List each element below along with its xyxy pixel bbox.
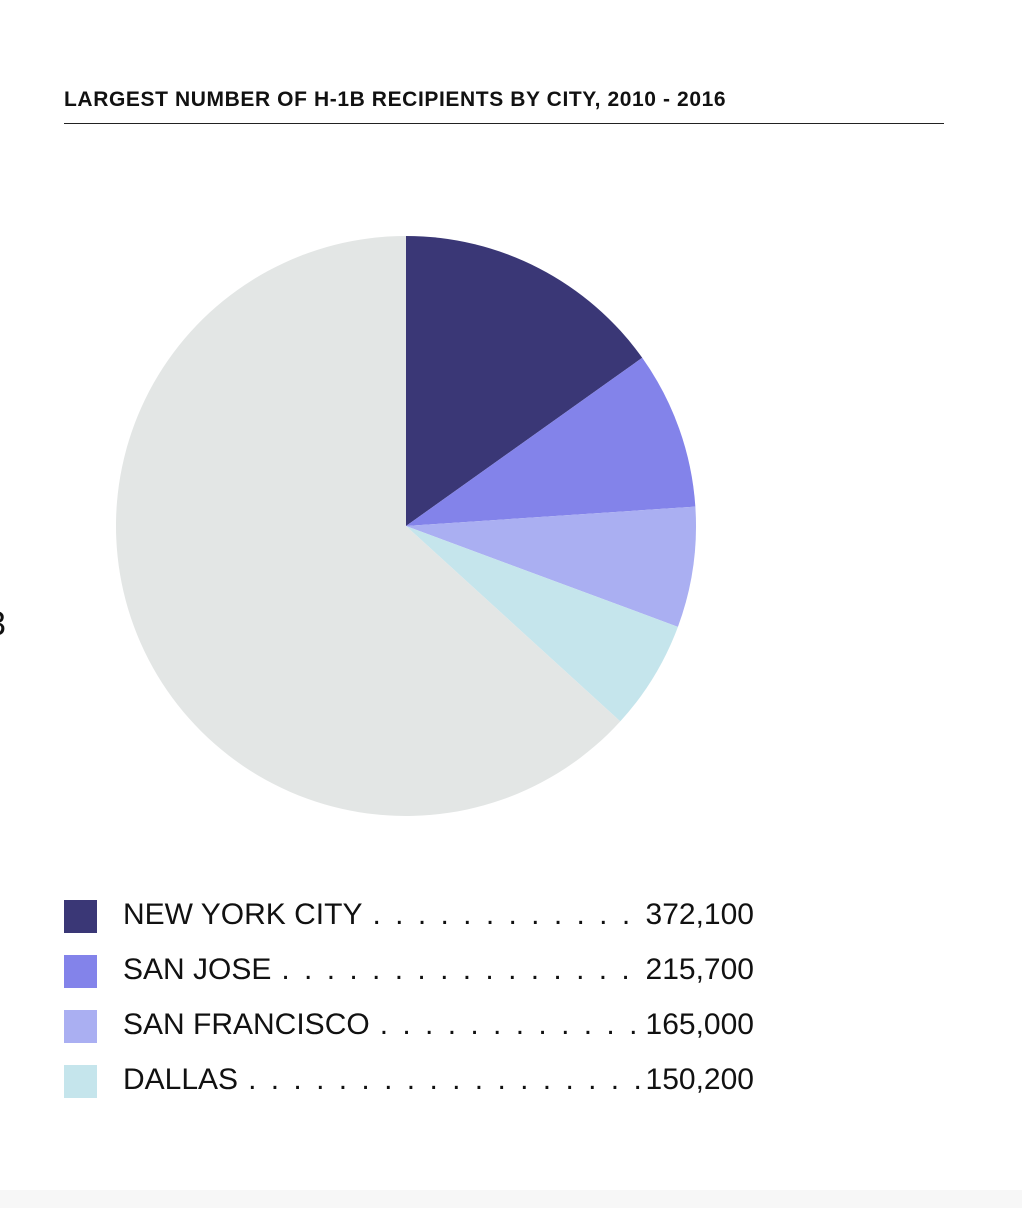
legend-entry: SAN FRANCISCO 165,000	[123, 1007, 754, 1043]
legend: NEW YORK CITY 372,100 SAN JOSE 215,700 S…	[64, 889, 754, 1109]
legend-item-dallas: DALLAS 150,200	[64, 1054, 754, 1109]
legend-value: 372,100	[645, 898, 754, 931]
legend-swatch	[64, 955, 97, 988]
legend-value: 150,200	[645, 1063, 754, 1096]
dot-leader	[380, 1007, 642, 1043]
chart-title: LARGEST NUMBER OF H-1B RECIPIENTS BY CIT…	[64, 88, 727, 111]
legend-swatch	[64, 1065, 97, 1098]
legend-label: DALLAS	[123, 1063, 239, 1096]
bottom-band	[0, 1190, 1022, 1208]
pie-slice-remainder	[115, 235, 621, 816]
legend-entry: DALLAS 150,200	[123, 1062, 754, 1098]
pie-slice-new-york-city	[406, 236, 643, 526]
dot-leader	[372, 897, 641, 933]
title-divider	[64, 123, 944, 124]
legend-entry: NEW YORK CITY 372,100	[123, 897, 754, 933]
legend-label: SAN FRANCISCO	[123, 1008, 370, 1041]
legend-value: 215,700	[645, 953, 754, 986]
legend-value: 165,000	[645, 1008, 754, 1041]
legend-label: NEW YORK CITY	[123, 898, 363, 931]
legend-item-san-francisco: SAN FRANCISCO 165,000	[64, 999, 754, 1054]
legend-swatch	[64, 1010, 97, 1043]
dot-leader	[248, 1062, 641, 1098]
legend-item-san-jose: SAN JOSE 215,700	[64, 944, 754, 999]
legend-entry: SAN JOSE 215,700	[123, 952, 754, 988]
clipped-edge-text: 3	[0, 604, 6, 644]
dot-leader	[281, 952, 641, 988]
legend-swatch	[64, 900, 97, 933]
legend-label: SAN JOSE	[123, 953, 272, 986]
legend-item-new-york-city: NEW YORK CITY 372,100	[64, 889, 754, 944]
pie-slice-san-francisco	[406, 506, 697, 627]
pie-slice-dallas	[406, 526, 678, 722]
pie-slice-san-jose	[406, 357, 696, 526]
